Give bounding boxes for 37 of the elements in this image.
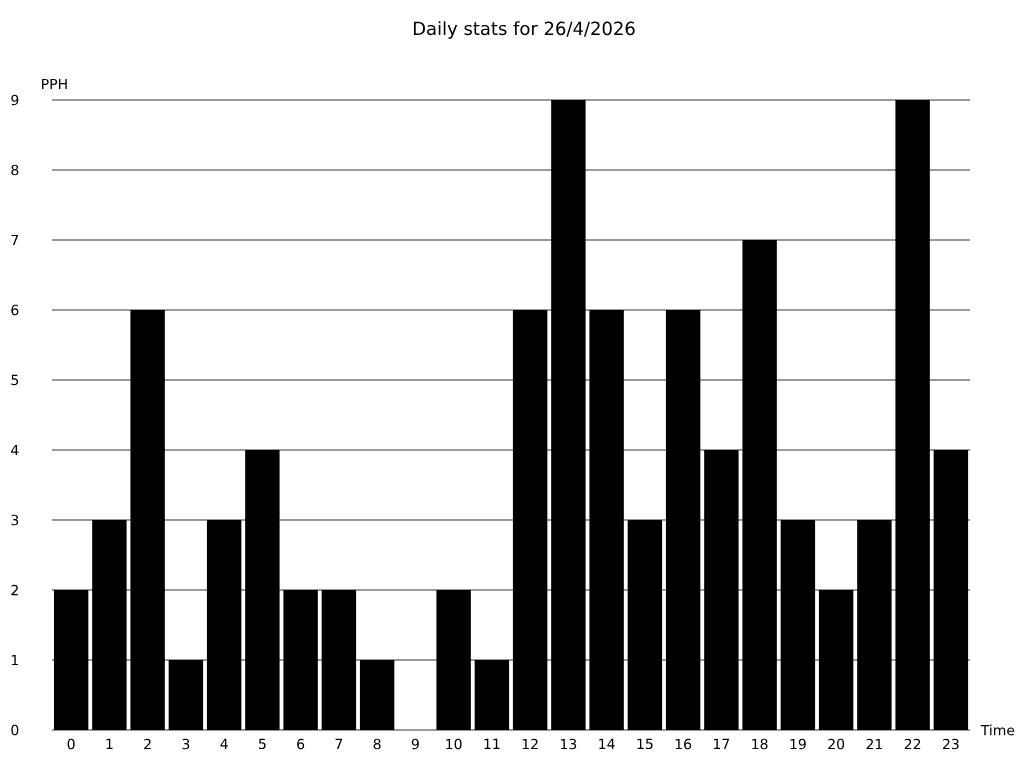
x-tick-label: 3	[182, 738, 190, 750]
x-tick-label: 7	[335, 738, 343, 749]
x-tick-label: 23	[943, 738, 959, 750]
y-axis-title: PPH	[42, 78, 67, 90]
y-tick-label: 2	[11, 584, 18, 596]
x-tick-label: 14	[599, 738, 615, 749]
y-tick-label: 3	[11, 514, 19, 526]
x-tick-label: 4	[220, 738, 228, 749]
x-tick-label: 22	[904, 738, 921, 750]
x-axis-title: Time	[980, 724, 1015, 736]
x-tick-label: 16	[675, 738, 692, 750]
x-tick-label: 9	[411, 738, 419, 750]
x-tick-label: 2	[144, 738, 151, 750]
chart-title: Daily stats for 26/4/2026	[413, 21, 635, 39]
x-tick-label: 11	[484, 738, 500, 749]
y-tick-label: 4	[11, 444, 19, 456]
x-tick-label: 0	[67, 738, 75, 750]
x-tick-label: 1	[106, 738, 113, 749]
y-tick-label: 7	[11, 234, 19, 246]
x-tick-label: 8	[373, 738, 381, 750]
y-tick-label: 0	[11, 724, 19, 736]
x-tick-label: 20	[828, 738, 845, 750]
x-tick-label: 13	[561, 738, 577, 750]
x-tick-label: 5	[259, 738, 266, 750]
x-tick-label: 15	[637, 738, 653, 750]
x-tick-label: 17	[714, 738, 730, 749]
y-tick-label: 5	[11, 374, 19, 386]
y-tick-label: 8	[11, 164, 19, 176]
x-tick-label: 19	[790, 738, 806, 750]
x-tick-label: 10	[446, 738, 462, 750]
x-tick-label: 21	[866, 738, 882, 750]
x-tick-label: 18	[752, 738, 768, 750]
y-tick-label: 1	[11, 654, 18, 666]
y-tick-label: 6	[11, 304, 19, 316]
x-tick-label: 6	[297, 738, 305, 750]
y-tick-label: 9	[11, 94, 19, 106]
x-tick-label: 12	[522, 738, 538, 750]
